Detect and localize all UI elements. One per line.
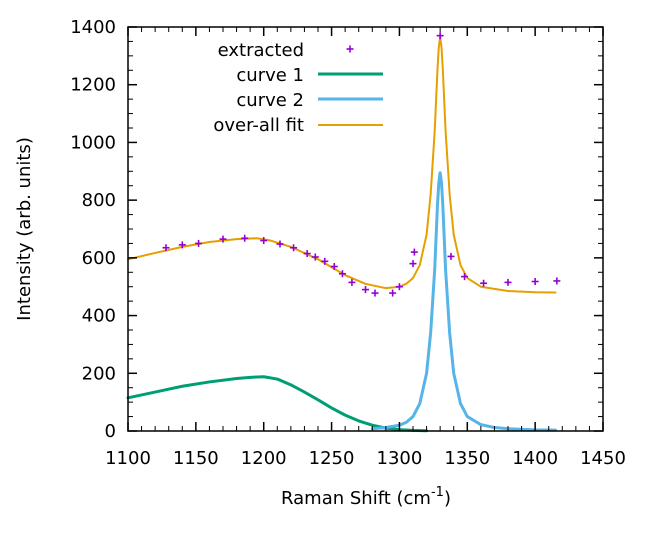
extracted-point <box>338 270 346 278</box>
extracted-point <box>276 240 284 248</box>
extracted-point <box>447 252 455 260</box>
y-tick-label: 1200 <box>70 75 116 96</box>
extracted-point <box>241 234 249 242</box>
points-layer <box>162 32 561 297</box>
legend-marker-extracted <box>346 45 354 53</box>
x-tick-labels: 1100 1150 1200 1250 1300 1350 1400 1450 <box>105 448 626 469</box>
x-axis-label-close: ) <box>444 488 451 509</box>
extracted-point <box>195 239 203 247</box>
y-tick-label: 200 <box>82 363 116 384</box>
x-axis-label-main: Raman Shift (cm <box>281 488 431 509</box>
legend-label-extracted: extracted <box>218 40 304 61</box>
x-axis-label-superscript: -1 <box>431 485 444 500</box>
extracted-point <box>436 32 444 40</box>
extracted-point <box>531 278 539 286</box>
curves-layer <box>126 36 557 433</box>
extracted-point <box>348 278 356 286</box>
extracted-point <box>409 260 417 268</box>
y-tick-label: 600 <box>82 248 116 269</box>
plot-area <box>126 26 604 433</box>
y-axis-label: Intensity (arb. units) <box>14 137 35 321</box>
extracted-point <box>219 235 227 243</box>
x-tick-label: 1100 <box>105 448 151 469</box>
extracted-point <box>480 279 488 287</box>
x-axis-label: Raman Shift (cm-1) <box>281 485 451 509</box>
extracted-point <box>162 244 170 252</box>
y-tick-labels: 0 200 400 600 800 1000 1200 1400 <box>70 17 116 442</box>
legend-marker-point <box>346 45 354 53</box>
extracted-point <box>178 241 186 249</box>
curve1-line <box>126 375 429 433</box>
legend-label-curve2: curve 2 <box>236 90 304 111</box>
y-tick-label: 0 <box>105 421 116 442</box>
curve2-line <box>370 171 557 432</box>
extracted-point <box>461 273 469 281</box>
extracted-point <box>330 263 338 271</box>
extracted-point <box>303 250 311 258</box>
y-tick-label: 400 <box>82 306 116 327</box>
extracted-point <box>321 257 329 265</box>
legend: extracted curve 1 curve 2 over-all fit <box>213 40 383 136</box>
extracted-point <box>553 277 561 285</box>
extracted-point <box>260 237 268 245</box>
y-tick-label: 1000 <box>70 132 116 153</box>
extracted-point <box>504 278 512 286</box>
extracted-point <box>362 286 369 294</box>
x-tick-label: 1250 <box>309 448 355 469</box>
x-tick-label: 1300 <box>377 448 423 469</box>
extracted-point <box>395 283 403 291</box>
x-tick-label: 1350 <box>444 448 490 469</box>
ticks-layer <box>127 26 604 432</box>
x-tick-label: 1200 <box>241 448 287 469</box>
x-tick-label: 1450 <box>580 448 626 469</box>
extracted-point <box>311 253 319 261</box>
x-tick-label: 1150 <box>173 448 219 469</box>
y-tick-label: 800 <box>82 190 116 211</box>
extracted-point <box>410 248 418 256</box>
legend-label-curve1: curve 1 <box>236 65 304 86</box>
x-tick-label: 1400 <box>512 448 558 469</box>
extracted-point <box>290 244 298 252</box>
extracted-point <box>371 289 379 297</box>
y-tick-label: 1400 <box>70 17 116 38</box>
extracted-point <box>389 289 397 297</box>
plot-frame <box>127 26 604 432</box>
legend-label-fit: over-all fit <box>213 115 304 136</box>
fit-line <box>127 36 557 294</box>
